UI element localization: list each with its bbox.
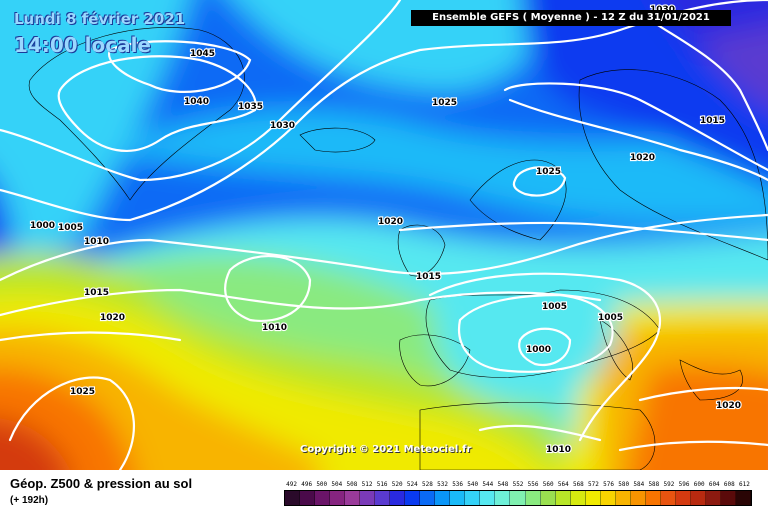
isobar-label: 1005 <box>58 223 83 233</box>
color-scale-value: 536 <box>452 481 464 488</box>
color-scale-cell <box>615 491 631 505</box>
color-scale-cell <box>600 491 616 505</box>
color-scale-cell <box>330 491 346 505</box>
isobar-label: 1025 <box>536 167 561 177</box>
isobar-label: 1035 <box>238 102 263 112</box>
color-scale-value: 552 <box>512 481 524 488</box>
isobar-label: 1025 <box>432 98 457 108</box>
color-scale-cell <box>705 491 721 505</box>
lead-time: (+ 192h) <box>10 495 49 506</box>
color-scale-value: 504 <box>331 481 343 488</box>
color-scale-cell <box>585 491 601 505</box>
color-scale-value: 524 <box>406 481 418 488</box>
model-run-info: Ensemble GEFS ( Moyenne ) - 12 Z du 31/0… <box>411 10 731 26</box>
color-scale-value: 604 <box>708 481 720 488</box>
color-scale-cell <box>435 491 451 505</box>
color-scale-cell <box>570 491 586 505</box>
isobar-label: 1000 <box>30 221 55 231</box>
isobar-label: 1005 <box>598 313 623 323</box>
isobar-label: 1010 <box>546 445 571 455</box>
color-scale-cell <box>465 491 481 505</box>
color-scale-value: 560 <box>542 481 554 488</box>
color-scale-value: 492 <box>286 481 297 488</box>
legend-footer: Géop. Z500 & pression au sol (+ 192h) 49… <box>0 470 768 512</box>
color-scale-cell <box>405 491 421 505</box>
color-scale-value: 544 <box>482 481 494 488</box>
color-scale-value: 528 <box>421 481 433 488</box>
color-scale-value: 508 <box>346 481 358 488</box>
forecast-local-time: 14:00 locale <box>14 33 151 57</box>
color-scale-cell <box>660 491 676 505</box>
color-scale-cell <box>450 491 466 505</box>
color-scale-cell <box>480 491 496 505</box>
color-scale-cell <box>675 491 691 505</box>
color-scale-value: 564 <box>557 481 569 488</box>
color-scale-value: 548 <box>497 481 509 488</box>
color-scale-value: 592 <box>663 481 675 488</box>
color-scale-cell <box>345 491 361 505</box>
color-scale-cell <box>285 491 301 505</box>
color-scale-cell <box>525 491 541 505</box>
color-scale-cell <box>360 491 376 505</box>
color-scale-cell <box>420 491 436 505</box>
color-scale-value: 532 <box>437 481 448 488</box>
color-scale-cell <box>645 491 661 505</box>
isobar-label: 1030 <box>270 121 295 131</box>
copyright-notice: Copyright © 2021 Meteociel.fr <box>300 444 472 455</box>
field-title: Géop. Z500 & pression au sol <box>10 476 193 491</box>
isobar-label: 1020 <box>378 217 403 227</box>
isobar-label: 1000 <box>526 345 551 355</box>
isobar-label: 1020 <box>100 313 125 323</box>
color-scale-cell <box>495 491 511 505</box>
isobar-label: 1045 <box>190 49 215 59</box>
color-scale-value: 576 <box>603 481 614 488</box>
color-scale-value: 540 <box>467 481 479 488</box>
color-scale-value: 596 <box>678 481 690 488</box>
geopotential-field <box>0 0 768 470</box>
isobar-label: 1025 <box>70 387 95 397</box>
color-scale-cell <box>315 491 331 505</box>
color-scale-value: 588 <box>648 481 660 488</box>
isobars <box>0 0 768 470</box>
isobar-label: 1010 <box>84 237 109 247</box>
isobar-label: 1020 <box>716 401 741 411</box>
color-scale-cell <box>735 491 751 505</box>
isobar-label: 1040 <box>184 97 209 107</box>
color-scale-value: 572 <box>588 481 599 488</box>
color-scale-cell <box>690 491 706 505</box>
color-scale-value: 612 <box>739 481 750 488</box>
isobar-label: 1015 <box>416 272 441 282</box>
color-scale-cell <box>540 491 556 505</box>
color-scale-cell <box>510 491 526 505</box>
color-scale-cell <box>375 491 391 505</box>
color-scale-value: 512 <box>361 481 373 488</box>
color-scale-value: 496 <box>301 481 313 488</box>
color-scale-value: 520 <box>391 481 403 488</box>
color-scale-cell <box>555 491 571 505</box>
color-scale-value: 608 <box>723 481 735 488</box>
color-scale-value: 556 <box>527 481 539 488</box>
color-scale-cell <box>390 491 406 505</box>
isobar-label: 1005 <box>542 302 567 312</box>
color-scale-labels: 492 496 500 504 508 512 516 520 524 528 532 536 540 5… <box>284 481 752 489</box>
color-scale-cell <box>720 491 736 505</box>
color-scale-value: 600 <box>693 481 705 488</box>
color-scale-cell <box>630 491 646 505</box>
color-scale-value: 500 <box>316 481 328 488</box>
color-scale-bar <box>284 490 752 506</box>
isobar-label: 1020 <box>630 153 655 163</box>
color-scale-value: 584 <box>633 481 645 488</box>
isobar-label: 1015 <box>700 116 725 126</box>
isobar-label: 1015 <box>84 288 109 298</box>
pressure-map: 1045 1040 1035 1030 1025 1015 1030 1020 … <box>0 0 768 470</box>
color-scale-value: 516 <box>376 481 388 488</box>
color-scale-cell <box>300 491 316 505</box>
color-scale-value: 580 <box>618 481 630 488</box>
isobar-label: 1010 <box>262 323 287 333</box>
color-scale-value: 568 <box>572 481 584 488</box>
forecast-date: Lundi 8 février 2021 <box>14 10 186 28</box>
